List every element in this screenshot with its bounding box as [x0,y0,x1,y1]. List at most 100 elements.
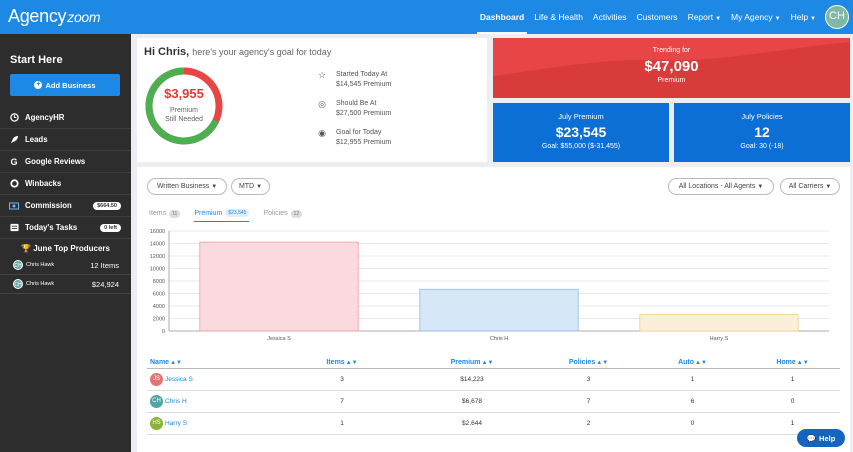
avatar: CH [150,395,163,408]
nav-customers[interactable]: Customers [636,12,678,22]
sort-auto[interactable]: Auto▲▼ [678,359,707,366]
trophy-icon: 🏆 [21,244,31,253]
user-avatar[interactable]: CH [825,5,849,29]
producer-row[interactable]: CH Chris Hawk 12 Items [0,256,131,275]
producer-value: $24,924 [91,279,119,289]
nav-activities[interactable]: Activities [592,12,627,22]
goal-item: ◎ Should Be At $27,500 Premium [318,99,392,117]
trending-value: $47,090 [644,58,699,75]
premium-still-needed-value: $3,955 [164,86,204,101]
top-producers: 🏆 June Top Producers CH Chris Hawk 12 It… [0,244,131,294]
producer-name: Chris Hawk [26,281,55,287]
nav-life-health[interactable]: Life & Health [534,12,583,22]
july-premium-card: July Premium $23,545 Goal: $55,000 ($-31… [493,103,669,162]
sidebar: Start Here + Add Business AgencyHR Leads… [0,34,131,452]
sort-home[interactable]: Home▲▼ [776,359,809,366]
y-tick-label: 0 [162,329,165,335]
sidebar-item-agencyhr[interactable]: AgencyHR [0,107,131,129]
goal-panel: Hi Chris, here's your agency's goal for … [137,38,487,162]
goal-donut-chart [145,67,223,145]
nav-help[interactable]: Help ▼ [790,12,816,22]
producer-row[interactable]: CH Chris Hawk $24,924 [0,275,131,294]
top-navbar: Agency zoom Dashboard Life & Health Activ… [0,0,853,34]
sort-name[interactable]: Name ▲▼ [150,359,182,366]
bar-jessica-s [199,241,359,332]
rocket-icon [9,135,19,145]
avatar: JS [150,373,163,386]
agent-link[interactable]: Harry S [165,420,188,427]
trend-background-wave [493,42,850,98]
x-tick-label: Chris H [490,336,508,342]
y-tick-label: 16000 [150,229,165,235]
goal-item: ☆ Started Today At $14,545 Premium [317,70,392,88]
google-icon: G [10,156,18,167]
bar-chris-h [419,288,579,332]
clock-icon [9,113,19,123]
avatar: HS [150,417,163,430]
agencyzoom-logo[interactable]: Agency zoom [8,6,101,27]
locations-dropdown[interactable]: All Locations - All Agents ▼ [668,178,774,195]
chevron-down-icon: ▼ [715,16,722,22]
tab-premium[interactable]: Premium $23,545 [194,209,250,222]
sort-policies[interactable]: Policies▲▼ [568,359,609,366]
nav-report[interactable]: Report ▼ [687,12,722,22]
star-icon: ☆ [317,70,327,80]
trending-card: Trending for $47,090 Premium [493,38,850,98]
y-tick-label: 14000 [150,242,165,248]
tab-items[interactable]: Items 11 [149,209,181,222]
add-business-button[interactable]: + Add Business [10,74,120,96]
bullseye-icon: ◉ [318,128,326,138]
sidebar-item-winbacks[interactable]: Winbacks [0,173,131,195]
sidebar-item-todays-tasks[interactable]: Today's Tasks 0 left [0,217,131,239]
metric-tabs: Items 11 Premium $23,545 Policies 12 [149,209,316,222]
table-header: Name ▲▼ Items▲▼ Premium▲▼ Policies▲▼ Auto… [147,357,840,369]
sidebar-item-google-reviews[interactable]: G Google Reviews [0,151,131,173]
chevron-down-icon: ▼ [810,16,816,22]
sort-premium[interactable]: Premium▲▼ [450,359,494,366]
chevron-down-icon: ▼ [774,16,781,22]
table-row: HS Harry S 1 $2,644 2 0 1 [147,413,840,435]
y-tick-label: 4000 [153,304,165,310]
avatar: CH [13,279,23,289]
agent-link[interactable]: Jessica S [165,376,193,383]
tasks-icon [9,223,19,233]
target-icon: ◎ [318,99,326,109]
sidebar-item-leads[interactable]: Leads [0,129,131,151]
top-producers-title: 🏆 June Top Producers [21,244,110,253]
avatar: CH [13,260,23,270]
y-tick-label: 8000 [153,279,165,285]
premium-bar-chart: 0 2000 4000 6000 8000 10000 12000 14000 16000 Jes… [150,229,829,342]
tasks-badge: 0 left [100,224,121,232]
producers-table: Name ▲▼ Items▲▼ Premium▲▼ Policies▲▼ Auto… [147,357,840,435]
bar-harry-s [639,314,799,332]
carriers-dropdown[interactable]: All Carriers ▼ [780,178,840,195]
help-button[interactable]: 💬 Help [797,429,845,447]
period-dropdown[interactable]: MTD ▼ [231,178,270,195]
donut-label: $3,955 Premium Still Needed [144,66,224,146]
producer-value: 12 Items [90,260,119,270]
greeting-heading: Hi Chris, here's your agency's goal for … [144,46,332,58]
sidebar-item-commission[interactable]: Commission $664.50 [0,195,131,217]
tab-policies[interactable]: Policies 12 [263,209,303,222]
sort-items[interactable]: Items▲▼ [326,359,358,366]
y-tick-label: 6000 [153,292,165,298]
plus-circle-icon: + [34,81,43,89]
nav-my-agency[interactable]: My Agency ▼ [731,12,781,22]
y-tick-label: 12000 [150,254,165,260]
logo-text: Agency [8,6,67,26]
goal-item: ◉ Goal for Today $12,955 Premium [318,128,392,146]
y-tick-label: 2000 [153,317,165,323]
table-row: JS Jessica S 3 $14,223 3 1 1 [147,369,840,391]
commission-badge: $664.50 [93,202,121,210]
money-icon [9,201,19,211]
table-row: CH Chris H 7 $6,678 7 6 0 [147,391,840,413]
main-nav: Dashboard Life & Health Activities Custo… [475,0,821,34]
x-tick-label: Harry S [710,336,729,342]
sidebar-title: Start Here [10,54,63,66]
producer-name: Chris Hawk [26,262,55,268]
life-ring-icon [9,179,19,189]
agent-link[interactable]: Chris H [165,398,187,405]
business-type-dropdown[interactable]: Written Business ▼ [147,178,227,195]
y-tick-label: 10000 [150,267,165,273]
nav-dashboard[interactable]: Dashboard [475,0,529,34]
